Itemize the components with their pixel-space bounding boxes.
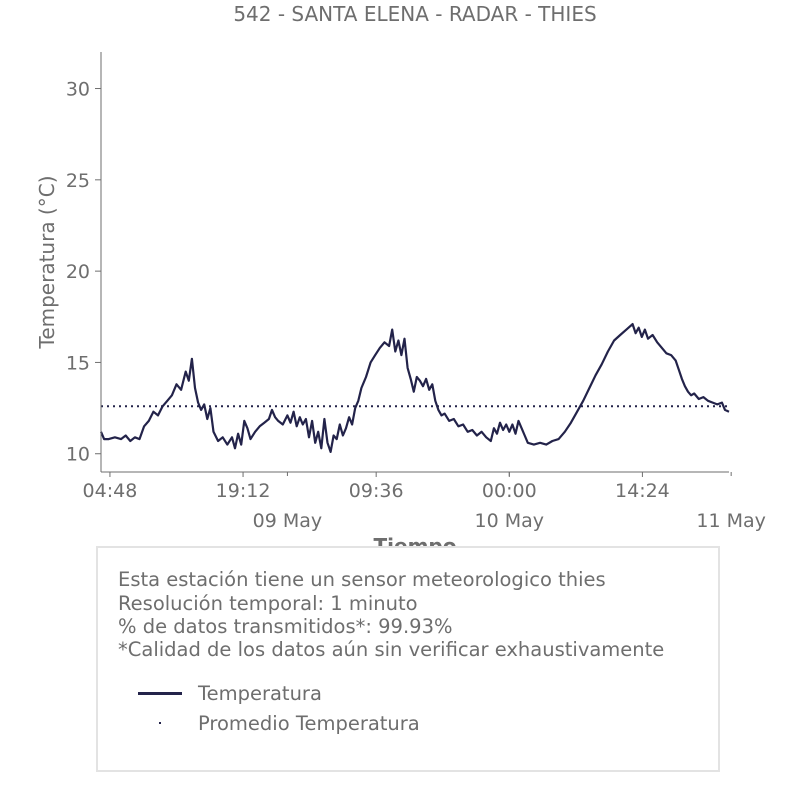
- y-axis-label: Temperatura (°C): [35, 175, 59, 349]
- y-tick-label: 25: [66, 170, 90, 192]
- x-tick-label: 00:00: [482, 480, 537, 502]
- legend-label-temperatura: Temperatura: [198, 681, 322, 705]
- data-quality-note: *Calidad de los datos aún sin verificar …: [118, 638, 665, 661]
- x-date-tick-label: 09 May: [253, 510, 323, 532]
- info-panel: Esta estación tiene un sensor meteorolog…: [96, 546, 720, 772]
- x-date-tick-label: 11 May: [696, 510, 766, 532]
- legend-item-promedio: Promedio Temperatura: [138, 711, 420, 735]
- y-tick-label: 30: [66, 79, 90, 101]
- data-transmitted-text: % de datos transmitidos*: 99.93%: [118, 615, 453, 638]
- x-tick-label: 09:36: [349, 480, 404, 502]
- legend-item-temperatura: Temperatura: [138, 681, 322, 705]
- x-date-tick-label: 10 May: [475, 510, 545, 532]
- legend-dot-swatch: [138, 711, 184, 735]
- chart-title: 542 - SANTA ELENA - RADAR - THIES: [233, 2, 596, 26]
- x-tick-label: 19:12: [216, 480, 271, 502]
- temperature-series-line: [99, 323, 730, 453]
- legend-line-swatch: [138, 681, 184, 705]
- station-sensor-text: Esta estación tiene un sensor meteorolog…: [118, 568, 606, 591]
- x-tick-label: 14:24: [615, 480, 670, 502]
- y-tick-label: 20: [66, 261, 90, 283]
- temporal-resolution-text: Resolución temporal: 1 minuto: [118, 592, 418, 615]
- legend-label-promedio: Promedio Temperatura: [198, 711, 420, 735]
- y-tick-label: 15: [66, 352, 90, 374]
- y-tick-label: 10: [66, 444, 90, 466]
- x-tick-label: 04:48: [83, 480, 138, 502]
